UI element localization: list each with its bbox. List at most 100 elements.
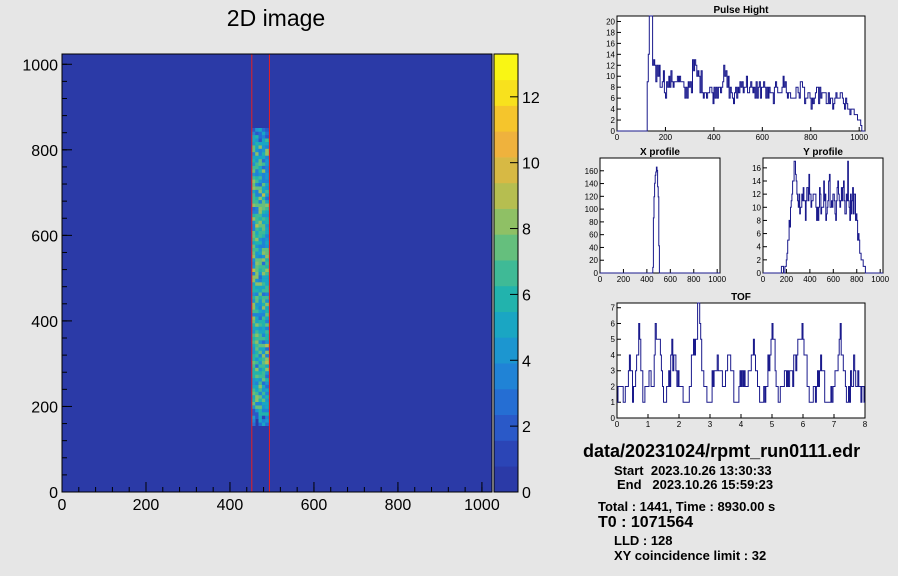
plot-area (762, 157, 884, 274)
heatmap-cell (258, 367, 263, 372)
heatmap-cell (258, 357, 263, 361)
heatmap-cell (255, 391, 259, 396)
heatmap-cell (261, 193, 266, 197)
heatmap-cell (265, 381, 269, 385)
heatmap-cell (251, 203, 256, 207)
heatmap-cell (258, 131, 263, 136)
colorbar-swatch (494, 260, 518, 287)
heatmap-cell (251, 377, 256, 382)
heatmap-cell (261, 381, 266, 385)
heatmap-cell (261, 415, 266, 420)
heatmap-cell (251, 408, 256, 413)
heatmap-cell (258, 247, 263, 252)
heatmap-cell (258, 312, 263, 317)
heatmap-cell (261, 217, 266, 221)
heatmap-cell (261, 371, 266, 375)
heatmap-cell (251, 237, 256, 242)
heatmap-cell (251, 278, 256, 283)
heatmap-cell (255, 247, 259, 252)
heatmap-cell (255, 295, 259, 300)
heatmap-cell (261, 336, 266, 341)
heatmap-cell (261, 271, 266, 276)
heatmap-cell (261, 254, 266, 259)
run-filename: data/20231024/rpmt_run0111.edr (583, 441, 861, 461)
heatmap-cell (258, 394, 263, 399)
heatmap-cell (258, 305, 263, 310)
heatmap-cell (251, 165, 256, 170)
heatmap-cell (258, 210, 263, 214)
heatmap-cell (255, 230, 259, 235)
x-tick-label: 0 (761, 275, 766, 284)
heatmap-cell (258, 418, 263, 423)
y-tick-label: 100 (585, 205, 599, 214)
y-tick-label: 2 (611, 382, 616, 391)
heatmap-cell (265, 357, 269, 361)
y-tick-label: 1 (611, 398, 616, 407)
heatmap-cell (261, 258, 266, 262)
heatmap-cell (255, 268, 259, 272)
heatmap-cell (258, 271, 263, 276)
heatmap-cell (255, 374, 259, 379)
heatmap-cell (255, 234, 259, 238)
heatmap-cell (261, 196, 266, 201)
y-tick-label: 12 (606, 61, 615, 70)
heatmap-cell (261, 179, 266, 183)
y-tick-label: 5 (611, 335, 616, 344)
heatmap-cell (258, 333, 263, 337)
heatmap-cell (255, 145, 259, 149)
heatmap-cell (261, 384, 266, 389)
heatmap-cell (261, 391, 266, 396)
heatmap-cell (261, 292, 266, 296)
heatmap-cell (265, 169, 269, 173)
heatmap-cell (261, 347, 266, 351)
heatmap-cell (261, 333, 266, 337)
heatmap-cell (265, 278, 269, 283)
heatmap-cell (251, 217, 256, 221)
y-tick-label: 4 (611, 351, 616, 360)
heatmap-cell (261, 227, 266, 231)
heatmap-cell (265, 394, 269, 399)
colorbar-swatch (494, 131, 518, 158)
heatmap-cell (251, 299, 256, 303)
heatmap-cell (258, 220, 263, 225)
heatmap-cell (251, 343, 256, 348)
colorbar-swatch (494, 182, 518, 209)
heatmap-cell (265, 206, 269, 211)
heatmap-cell (258, 401, 263, 406)
heatmap-cell (261, 251, 266, 255)
colorbar-swatch (494, 466, 518, 493)
heatmap-cell (251, 175, 256, 180)
x-tick-label: 6 (801, 420, 806, 429)
colorbar-tick-label: 10 (522, 156, 540, 173)
heatmap-cell (258, 343, 263, 348)
heatmap-cell (261, 302, 266, 307)
heatmap-cell (265, 377, 269, 382)
heatmap-cell (261, 237, 266, 242)
heatmap-cell (261, 278, 266, 283)
heatmap-cell (261, 401, 266, 406)
x-tick-label: 400 (217, 497, 244, 514)
heatmap-cell (265, 388, 269, 392)
heatmap-cell (251, 148, 256, 153)
heatmap-cell (251, 182, 256, 187)
lld-value: LLD : 128 (614, 533, 673, 548)
x-tick-label: 200 (133, 497, 160, 514)
heatmap-frame (61, 53, 493, 493)
heatmap-cell (265, 189, 269, 194)
y-tick-label: 8 (757, 216, 762, 225)
heatmap-cell (265, 312, 269, 317)
heatmap-cell (258, 182, 263, 187)
heatmap-cell (251, 415, 256, 420)
heatmap-cell (261, 360, 266, 365)
heatmap-cell (261, 285, 266, 290)
heatmap-cell (258, 323, 263, 327)
histogram-series (617, 15, 865, 132)
heatmap-cell (251, 371, 256, 375)
heatmap-cell (265, 155, 269, 160)
y-profile-histogram: Y profile 0 200 400 600 800 1000 0 2 4 6 8 10 12 14 16 (752, 147, 890, 284)
heatmap-cell (258, 251, 263, 255)
heatmap-cell (258, 199, 263, 204)
heatmap-cell (255, 227, 259, 231)
heatmap-cell (255, 405, 259, 409)
heatmap-cell (255, 223, 259, 228)
